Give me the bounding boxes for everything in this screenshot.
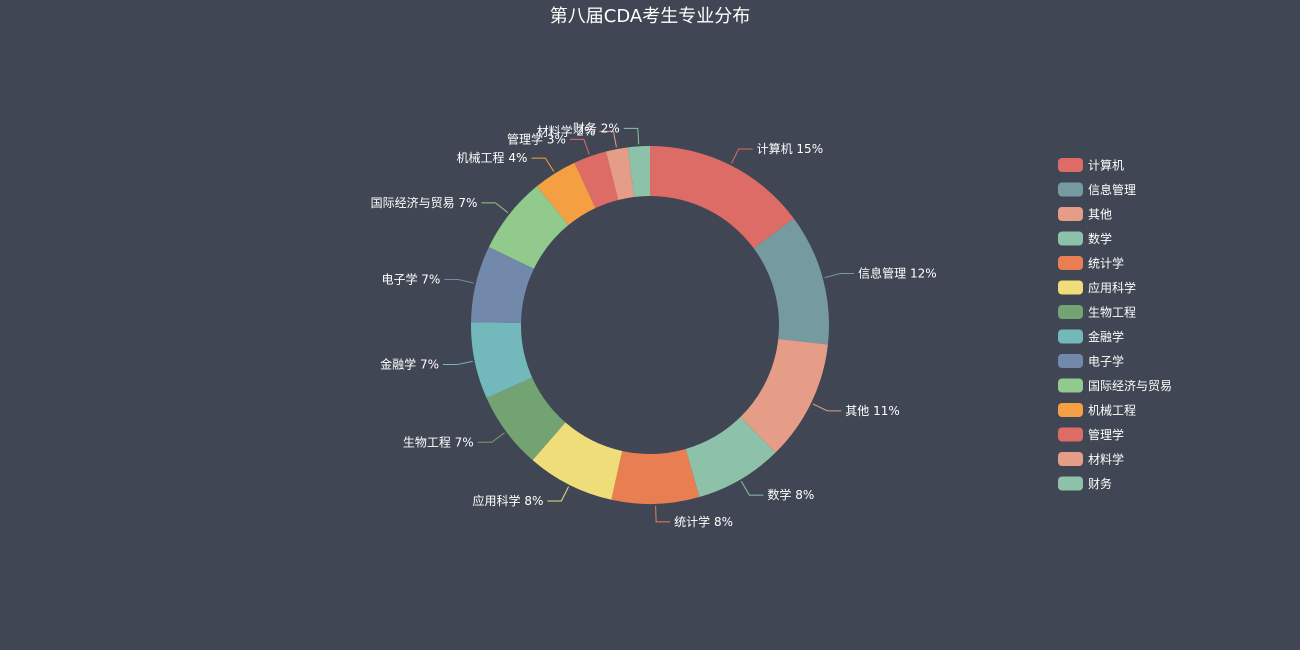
slice-管理学[interactable] [574,151,619,209]
legend-item-材料学[interactable]: 材料学 [1058,452,1124,467]
slice-label: 管理学 3% [507,131,566,146]
slice-应用科学[interactable] [532,422,623,500]
legend-item-其他[interactable]: 其他 [1058,207,1112,222]
legend-label: 财务 [1088,476,1112,491]
slice-label: 数学 8% [767,487,814,502]
legend-item-生物工程[interactable]: 生物工程 [1058,305,1136,320]
slice-信息管理[interactable] [753,218,829,345]
leader-line [655,505,671,523]
slice-label: 机械工程 4% [457,150,528,165]
legend-label: 应用科学 [1088,280,1136,295]
slice-电子学[interactable] [471,246,534,323]
leader-line [730,148,753,164]
slice-label: 应用科学 8% [473,493,544,508]
legend-swatch [1058,158,1083,172]
legend-label: 材料学 [1088,452,1124,467]
legend-label: 机械工程 [1088,403,1136,418]
slice-label: 计算机 15% [757,141,824,156]
leader-line [824,273,855,279]
leader-line [531,157,555,172]
slice-生物工程[interactable] [486,377,566,461]
legend-swatch [1058,378,1083,393]
slice-统计学[interactable] [611,448,700,504]
legend-label: 统计学 [1088,256,1124,271]
legend-swatch [1058,476,1083,491]
slice-label: 财务 2% [573,120,620,135]
legend-item-数学[interactable]: 数学 [1058,231,1112,246]
slice-计算机[interactable] [650,146,794,249]
legend-item-计算机[interactable]: 计算机 [1058,158,1124,173]
legend-swatch [1058,207,1083,221]
legend-label: 计算机 [1088,158,1124,173]
legend-swatch [1058,231,1083,246]
legend[interactable]: 计算机信息管理其他数学统计学应用科学生物工程金融学电子学国际经济与贸易机械工程管… [1058,158,1172,492]
legend-label: 电子学 [1088,354,1124,369]
slice-label: 电子学 7% [381,271,440,286]
slice-国际经济与贸易[interactable] [488,186,569,269]
slice-label: 金融学 7% [380,357,439,372]
slice-数学[interactable] [685,416,776,498]
chart-title: 第八届CDA考生专业分布 [549,6,751,27]
slice-labels: 计算机 15% 信息管理 12% 其他 11% 数学 8% 统计学 8% 应用科学 8% 生… [371,120,937,529]
slice-label: 信息管理 12% [858,266,937,281]
slice-机械工程[interactable] [536,162,596,226]
legend-swatch [1058,256,1083,270]
leader-line [443,360,473,366]
leader-line [812,403,842,412]
legend-item-财务[interactable]: 财务 [1058,476,1112,491]
donut-slices [470,146,829,504]
legend-item-国际经济与贸易[interactable]: 国际经济与贸易 [1058,378,1172,393]
slice-材料学[interactable] [605,147,634,200]
legend-item-管理学[interactable]: 管理学 [1058,427,1124,442]
legend-item-金融学[interactable]: 金融学 [1058,329,1124,344]
legend-swatch [1058,329,1083,344]
legend-label: 其他 [1088,208,1112,222]
legend-swatch [1058,452,1083,466]
legend-swatch [1058,427,1083,442]
legend-item-机械工程[interactable]: 机械工程 [1058,403,1136,418]
leader-line [569,138,590,155]
slice-label: 材料学 2% [537,123,596,138]
legend-swatch [1058,403,1083,417]
legend-swatch [1058,354,1083,368]
slice-财务[interactable] [627,146,650,197]
leader-line [444,278,475,284]
slice-label: 生物工程 7% [403,434,474,449]
legend-label: 金融学 [1088,329,1124,344]
legend-swatch [1058,182,1083,197]
leader-line [740,481,764,496]
slice-label: 其他 11% [845,404,900,418]
slice-其他[interactable] [740,339,828,453]
leader-line [599,130,617,148]
slice-label: 国际经济与贸易 7% [371,195,478,210]
slice-label: 统计学 8% [674,514,733,529]
legend-label: 生物工程 [1088,305,1136,320]
slice-金融学[interactable] [470,322,533,398]
legend-item-电子学[interactable]: 电子学 [1058,354,1124,369]
legend-label: 管理学 [1088,427,1124,442]
legend-item-应用科学[interactable]: 应用科学 [1058,280,1136,295]
legend-label: 信息管理 [1088,182,1136,197]
leader-line [477,432,505,443]
legend-item-信息管理[interactable]: 信息管理 [1058,182,1136,197]
legend-swatch [1058,280,1083,295]
leader-line [623,127,640,145]
legend-item-统计学[interactable]: 统计学 [1058,256,1124,271]
legend-label: 国际经济与贸易 [1088,378,1172,393]
leader-line [547,486,570,502]
leader-line [481,202,509,214]
legend-label: 数学 [1088,231,1112,246]
legend-swatch [1058,305,1083,319]
